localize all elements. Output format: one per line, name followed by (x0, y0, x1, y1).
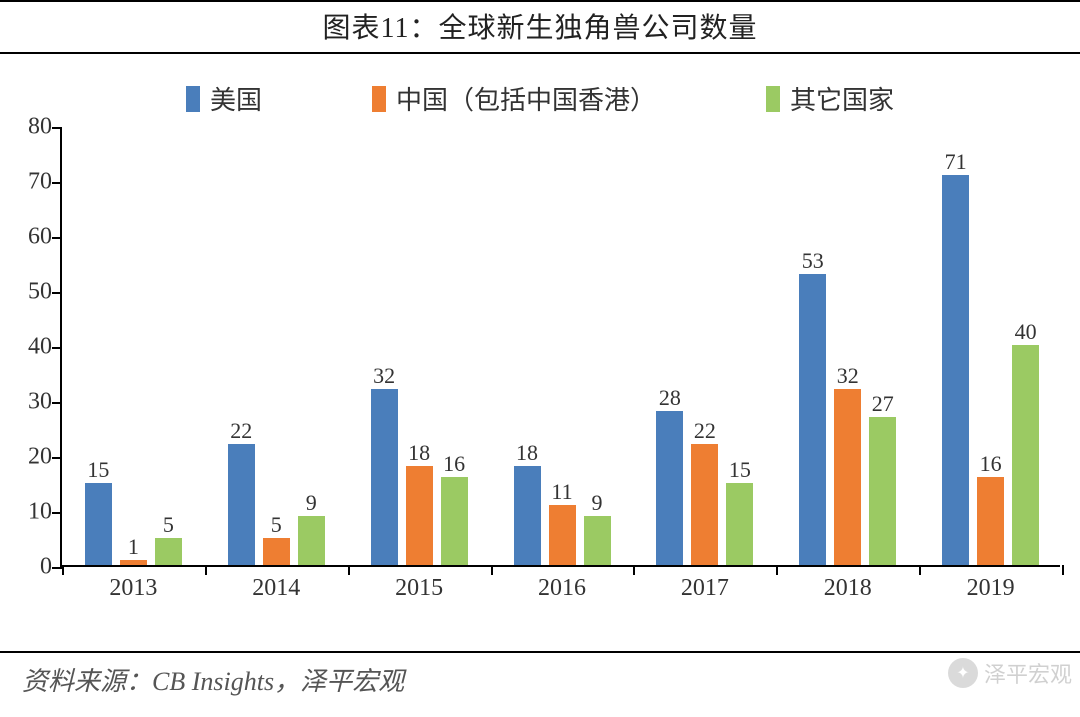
wechat-icon: ✦ (948, 658, 978, 688)
bar (228, 444, 255, 565)
bar (656, 411, 683, 565)
y-tick-label: 30 (28, 389, 52, 416)
x-tick-label: 2015 (395, 575, 443, 602)
watermark: ✦ 泽平宏观 (948, 657, 1072, 689)
x-tick-label: 2014 (252, 575, 300, 602)
bar (298, 516, 325, 566)
x-tick (205, 565, 207, 575)
legend-item: 美国 (186, 80, 262, 117)
bar (120, 560, 147, 566)
title-bar: 图表11：全球新生独角兽公司数量 (0, 0, 1080, 54)
bar-value-label: 40 (1015, 319, 1037, 345)
x-tick (776, 565, 778, 575)
bar (263, 538, 290, 566)
legend: 美国 中国（包括中国香港） 其它国家 (0, 54, 1080, 127)
bar (942, 175, 969, 566)
bar (406, 466, 433, 565)
bar-value-label: 18 (408, 440, 430, 466)
bar-value-label: 18 (516, 440, 538, 466)
legend-item: 中国（包括中国香港） (372, 80, 656, 117)
bar-value-label: 9 (306, 490, 317, 516)
y-tick-label: 70 (28, 169, 52, 196)
bar (155, 538, 182, 566)
bar-value-label: 15 (729, 457, 751, 483)
legend-swatch (766, 86, 780, 112)
legend-label: 其它国家 (790, 80, 894, 117)
bar-value-label: 28 (659, 385, 681, 411)
y-tick-label: 50 (28, 279, 52, 306)
y-tick-label: 60 (28, 224, 52, 251)
bar (1012, 345, 1039, 565)
x-tick (62, 565, 64, 575)
bar-value-label: 9 (592, 490, 603, 516)
bar-value-label: 22 (230, 418, 252, 444)
plot-region: 0102030405060708020132014201520162017201… (60, 127, 1060, 567)
bar-value-label: 11 (551, 479, 572, 505)
y-tick (52, 182, 62, 184)
y-tick-label: 10 (28, 499, 52, 526)
x-tick (348, 565, 350, 575)
x-tick-label: 2017 (681, 575, 729, 602)
x-tick (1062, 565, 1064, 575)
x-tick-label: 2016 (538, 575, 586, 602)
y-tick-label: 20 (28, 444, 52, 471)
y-tick (52, 402, 62, 404)
bar (691, 444, 718, 565)
bar (834, 389, 861, 565)
bar-value-label: 32 (837, 363, 859, 389)
bar-value-label: 16 (443, 451, 465, 477)
y-tick (52, 347, 62, 349)
chart-title: 图表11：全球新生独角兽公司数量 (323, 13, 758, 44)
x-tick (919, 565, 921, 575)
bar-value-label: 53 (802, 248, 824, 274)
legend-item: 其它国家 (766, 80, 894, 117)
watermark-text: 泽平宏观 (984, 657, 1072, 689)
bar (869, 417, 896, 566)
y-tick (52, 237, 62, 239)
y-tick-label: 80 (28, 114, 52, 141)
bar (726, 483, 753, 566)
bar (371, 389, 398, 565)
bar-value-label: 27 (872, 391, 894, 417)
figure-container: 图表11：全球新生独角兽公司数量 美国 中国（包括中国香港） 其它国家 0 10 2… (0, 0, 1080, 717)
y-tick (52, 292, 62, 294)
bar-value-label: 5 (271, 512, 282, 538)
bar (584, 516, 611, 566)
bar (799, 274, 826, 566)
x-tick (491, 565, 493, 575)
x-tick (633, 565, 635, 575)
legend-swatch (372, 86, 386, 112)
bar (85, 483, 112, 566)
bar (441, 477, 468, 565)
x-tick-label: 2019 (967, 575, 1015, 602)
x-tick-label: 2018 (824, 575, 872, 602)
y-tick-label: 40 (28, 334, 52, 361)
bar-value-label: 71 (945, 149, 967, 175)
source-citation: 资料来源：CB Insights，泽平宏观 (0, 653, 1080, 698)
bar (977, 477, 1004, 565)
y-tick-label: 0 (40, 554, 52, 581)
bar-value-label: 22 (694, 418, 716, 444)
y-tick (52, 127, 62, 129)
legend-swatch (186, 86, 200, 112)
x-tick-label: 2013 (109, 575, 157, 602)
bar-value-label: 32 (373, 363, 395, 389)
legend-label: 美国 (210, 80, 262, 117)
bar (514, 466, 541, 565)
legend-label: 中国（包括中国香港） (396, 80, 656, 117)
y-tick (52, 512, 62, 514)
y-tick (52, 567, 62, 569)
bar-value-label: 5 (163, 512, 174, 538)
bar-value-label: 1 (128, 534, 139, 560)
bar-value-label: 15 (87, 457, 109, 483)
bar-value-label: 16 (980, 451, 1002, 477)
bar (549, 505, 576, 566)
chart-area: 0102030405060708020132014201520162017201… (60, 127, 1060, 607)
y-tick (52, 457, 62, 459)
